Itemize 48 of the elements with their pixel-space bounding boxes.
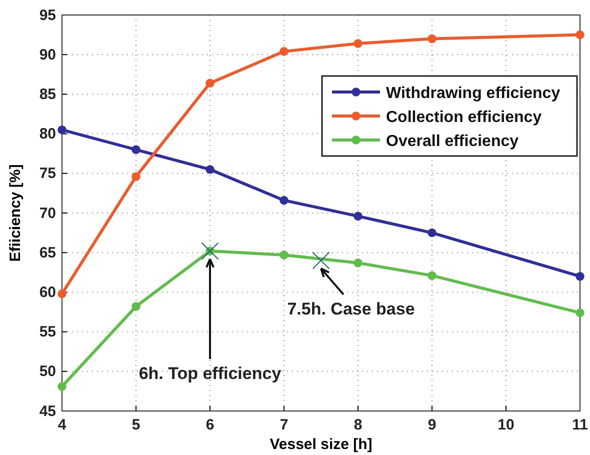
x-tick-label: 7 [280, 416, 288, 434]
point [58, 289, 66, 298]
point [132, 302, 140, 311]
point [206, 78, 214, 88]
point [354, 258, 362, 268]
point [576, 30, 584, 40]
point [312, 252, 330, 270]
point [280, 196, 288, 205]
point [132, 172, 140, 181]
y-tick-label: 75 [39, 165, 56, 182]
point [576, 272, 584, 281]
annotation: 6h. Top efficiency [138, 364, 282, 384]
point [576, 308, 584, 318]
x-axis-title: Vessel size [h] [270, 436, 372, 453]
y-tick-label: 60 [39, 284, 56, 301]
x-tick-label: 9 [428, 416, 436, 434]
x-tick-label: 6 [206, 416, 214, 434]
point [206, 165, 214, 174]
point [428, 228, 436, 238]
y-tick-label: 80 [39, 126, 56, 143]
point [428, 271, 436, 280]
y-tick-label: 70 [39, 204, 56, 222]
annotation: 7.5h. Case base [287, 300, 415, 319]
y-axis-title: Efiiciency [%] [7, 164, 24, 262]
point [201, 242, 219, 260]
legend-label: Overall efficiency [386, 133, 519, 150]
x-tick-label: 4 [58, 416, 67, 434]
x-tick-label: 5 [132, 416, 140, 434]
point [354, 39, 362, 48]
y-tick-label: 65 [39, 244, 56, 262]
x-tick-label: 8 [354, 416, 362, 434]
point [58, 382, 66, 391]
y-tick-label: 95 [39, 6, 56, 24]
point [280, 250, 288, 260]
point [428, 34, 436, 44]
y-tick-label: 85 [39, 86, 56, 103]
y-tick-label: 50 [39, 363, 56, 380]
point [354, 212, 362, 221]
x-tick-label: 10 [498, 416, 514, 434]
point [280, 47, 288, 56]
point [132, 145, 140, 154]
point [58, 125, 66, 134]
y-tick-label: 90 [39, 46, 56, 64]
y-tick-label: 45 [39, 402, 56, 420]
legend-label: Withdrawing efficiency [386, 85, 560, 102]
x-tick-label: 11 [572, 416, 588, 434]
legend-label: Collection efficiency [386, 109, 542, 126]
y-tick-label: 55 [39, 324, 56, 341]
